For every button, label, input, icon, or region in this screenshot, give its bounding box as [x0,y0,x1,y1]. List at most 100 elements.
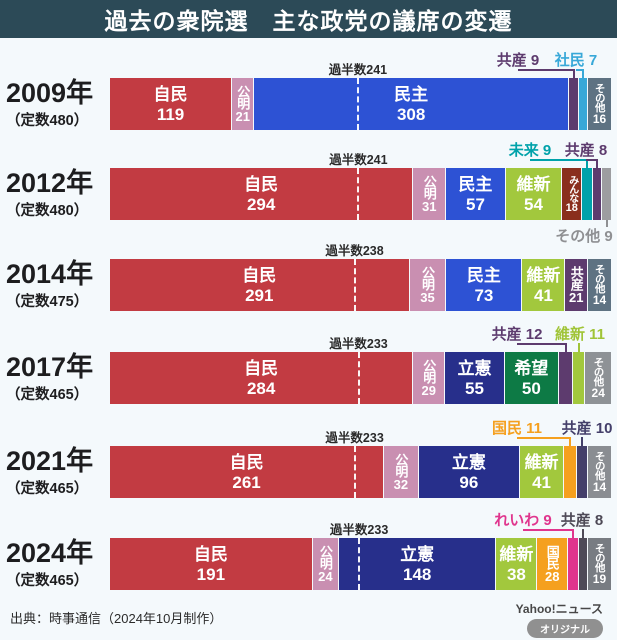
seat-count-label: （定数465） [6,481,89,498]
majority-line [353,259,356,311]
party-name: その他 [593,451,606,480]
seat-bar: 自民 119 公明 21 民主 308 その他 16 過半数241 共産 9 社民 7 [110,52,612,130]
seat-value: 28 [545,569,560,584]
party-name: 維新 [499,544,534,564]
callout-party: 共産 [560,512,591,529]
party-name: 自民 [244,358,279,378]
seat-value: 24 [318,569,333,584]
party-name: 維新 [516,174,551,194]
callout-party: 共産 [564,142,595,159]
bar-segment [592,168,601,220]
seat-value: 261 [232,472,261,492]
callout-party: 未来 [508,142,539,159]
seat-value: 41 [533,285,553,305]
bar-segment: 立憲 96 [418,446,520,498]
party-name: 自民 [193,544,228,564]
bar-segment: 自民 261 [110,446,384,498]
party-name: 公明 [421,175,437,199]
year-box: 2021年 （定数465） [6,447,108,498]
year-label: 2017年 [6,352,94,382]
callout-connector [517,437,570,439]
callout-connector [564,343,567,352]
bar-segment [579,78,587,130]
callout-party: れいわ [494,512,540,529]
seat-bar: 自民 294 公明 31 民主 57 維新 54 みんな 18 過半数241 未来 9 共産 8 その他 … [110,142,613,245]
year-box: 2017年 （定数465） [6,353,108,404]
majority-label: 過半数241 [328,63,388,77]
party-name: 国民 [544,545,560,569]
callout-value: 12 [525,326,543,343]
seat-count-label: （定数475） [6,294,89,311]
seat-value: 19 [592,571,607,586]
bar-segment: 自民 119 [110,78,232,130]
year-label: 2012年 [6,168,94,198]
majority-line [356,78,359,130]
seat-value: 21 [235,109,250,124]
party-name: 自民 [153,84,188,104]
callout-label: 共産 8 [561,509,604,530]
callout-connector [530,159,587,161]
seat-value: 54 [524,194,543,214]
year-box: 2012年 （定数480） [6,169,108,220]
callout-value: 10 [595,420,613,437]
bar-segment: 維新 38 [496,538,537,590]
bar-segment: その他 16 [588,78,611,130]
callout-connector [523,529,573,531]
seat-value: 21 [568,290,584,305]
majority-label: 過半数238 [325,244,384,258]
year-label: 2014年 [6,259,94,289]
page-title: 過去の衆院選 主な政党の議席の変遷 [104,8,513,34]
seat-count-label: （定数465） [6,387,89,404]
callout-connector [518,69,574,71]
seat-value: 291 [245,285,274,305]
bar-segment [601,168,611,220]
callout-party: 国民 [491,420,522,437]
seat-value: 24 [591,385,605,400]
party-name: 自民 [242,265,277,285]
seat-value: 14 [592,292,607,307]
bar-segment: 民主 73 [446,259,522,311]
callout-value: 8 [594,512,604,529]
callout-value: 11 [526,420,543,437]
majority-label: 過半数241 [329,153,388,167]
callout-party: 社民 [554,52,585,69]
bar-segment: 希望 50 [504,352,558,404]
callout-value: 9 [542,142,552,159]
bar-segment: 維新 41 [520,446,564,498]
bar-segment: 自民 284 [110,352,413,404]
bar-segment: 立憲 148 [339,538,496,590]
callout-connector [578,343,580,352]
bar-segment: 公明 32 [384,446,418,498]
seat-bar: 自民 291 公明 35 民主 73 維新 41 共産 21 その他 14 過半数238 [110,244,612,311]
party-name: 立憲 [400,544,435,564]
party-name: 希望 [514,358,549,378]
seat-value: 308 [396,104,426,124]
callout-label: れいわ 9 [494,509,552,530]
majority-label: 過半数233 [325,431,384,445]
seat-value: 18 [565,201,578,214]
party-name: 公明 [393,453,409,477]
seat-value: 32 [393,477,409,492]
seat-value: 41 [532,472,552,492]
seat-value: 96 [459,472,479,492]
callout-label: 国民 11 [492,417,542,438]
party-name: その他 [592,357,605,386]
callout-connector [572,529,574,538]
year-box: 2014年 （定数475） [6,260,108,311]
party-name: 自民 [244,174,279,194]
seat-bar: 自民 284 公明 29 立憲 55 希望 50 その他 24 過半数233 共産 12 維新 11 [110,326,612,404]
year-box: 2024年 （定数465） [6,539,108,590]
bar-segment: 共産 21 [565,259,587,311]
bar-segment: その他 24 [585,352,611,404]
bar-segment [576,446,587,498]
majority-line [357,352,360,404]
callout-connector [569,437,571,446]
callout-connector [586,159,597,161]
bar-segment: 立憲 55 [445,352,504,404]
callout-party: 共産 [496,52,527,69]
original-badge: オリジナル [527,619,603,638]
seat-value: 16 [592,111,607,126]
majority-line [353,446,356,498]
callout-value: 9 [530,52,540,69]
